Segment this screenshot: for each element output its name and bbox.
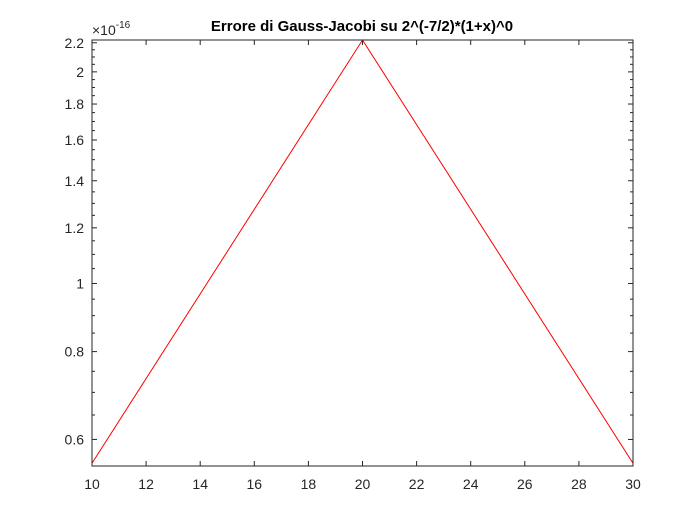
y-axis-multiplier-base: ×10 [92,22,116,38]
x-tick-label: 22 [409,476,425,492]
y-tick-label: 1.4 [65,173,85,189]
y-axis-multiplier-exponent: -16 [116,20,131,31]
x-tick-label: 28 [571,476,587,492]
x-tick-label: 16 [247,476,263,492]
y-tick-label: 2 [76,64,84,80]
x-tick-label: 12 [138,476,154,492]
x-tick-label: 14 [192,476,208,492]
y-tick-label: 1.6 [65,132,85,148]
chart-title: Errore di Gauss-Jacobi su 2^(-7/2)*(1+x)… [211,18,513,35]
y-tick-label: 1.2 [65,220,85,236]
x-tick-label: 26 [517,476,533,492]
x-tick-label: 20 [355,476,371,492]
x-tick-label: 10 [84,476,100,492]
y-tick-label: 0.6 [65,431,85,447]
axes-box [91,39,634,467]
plot-area-background [92,40,633,466]
y-tick-label: 0.8 [65,344,85,360]
y-tick-label: 1.8 [65,96,85,112]
x-tick-label: 18 [301,476,317,492]
x-tick-label: 30 [625,476,641,492]
y-axis-multiplier: ×10-16 [92,20,131,38]
x-tick-label: 24 [463,476,479,492]
y-tick-label: 2.2 [65,35,85,51]
y-tick-label: 1 [76,275,84,291]
tick-labels: 10 12 14 16 18 20 22 24 26 28 30 0.6 0.8 1 1.2 1.4 1.6 1.… [65,35,641,492]
